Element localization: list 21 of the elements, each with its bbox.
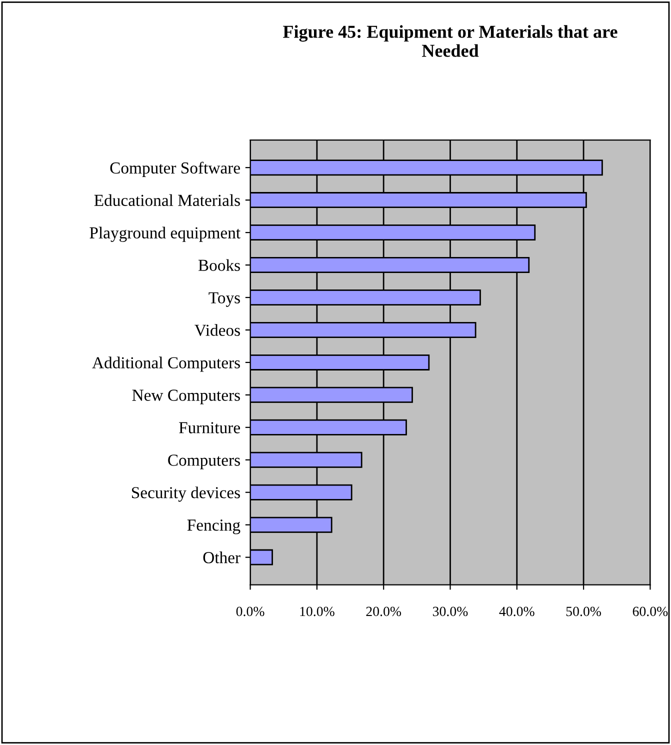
y-tick-label: Books — [198, 259, 240, 271]
x-tick-label: 60.0% — [632, 606, 668, 616]
y-tick-label: New Computers — [132, 390, 240, 404]
y-tick-label: Computers — [168, 454, 240, 470]
x-tick-label: 0.0% — [236, 606, 264, 616]
x-tick-label: 20.0% — [366, 606, 402, 616]
y-tick-label: Furniture — [179, 422, 240, 434]
y-tick-label: Security devices — [132, 486, 240, 502]
x-tick-label: 10.0% — [300, 606, 334, 616]
x-tick-label: 40.0% — [499, 606, 534, 616]
x-tick-label: 30.0% — [432, 606, 468, 616]
y-tick-label: Videos — [194, 324, 240, 336]
y-tick-label: Fencing — [187, 520, 240, 534]
y-tick-label: Computer Software — [110, 162, 240, 177]
y-tick-label: Playground equipment — [90, 226, 240, 242]
y-tick-label: Toys — [208, 292, 240, 307]
chart-title: Figure 45: Equipment or Materials that are Needed — [283, 25, 618, 57]
x-tick-label: 50.0% — [566, 606, 602, 616]
y-tick-label: Educational Materials — [94, 194, 240, 206]
y-tick-label: Additional Computers — [92, 356, 240, 372]
y-tick-label: Other — [203, 552, 240, 564]
